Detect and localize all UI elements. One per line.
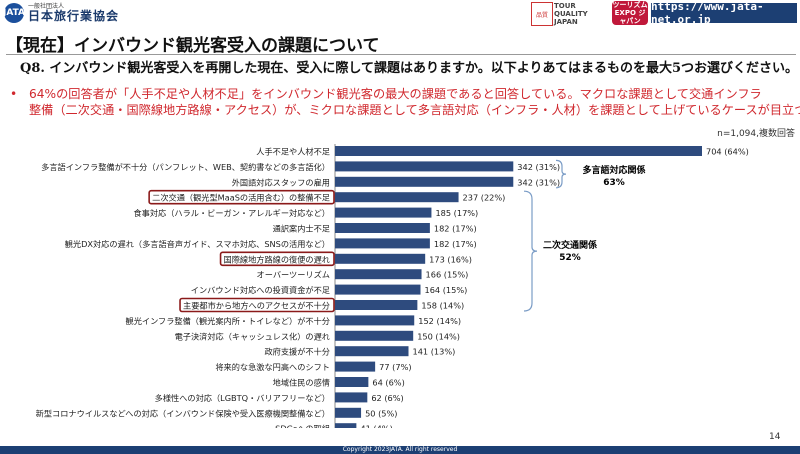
bullet-icon: • — [10, 87, 18, 101]
category-label: 新型コロナウイルスなどへの対応（インバウンド保険や受入医療機関整備など） — [36, 408, 330, 418]
title-divider — [6, 54, 796, 55]
value-label: 342 (31%) — [517, 162, 560, 172]
group-value-multilingual: 63% — [603, 178, 625, 188]
value-label: 182 (17%) — [434, 239, 477, 249]
summary-line-2: 整備（二次交通・国際線地方路線・アクセス）が、ミクロな課題として多言語対応（イン… — [29, 103, 800, 117]
sample-size-note: n=1,094,複数回答 — [717, 128, 795, 139]
category-label: 多言語インフラ整備が不十分（パンフレット、WEB、契約書などの多言語化） — [41, 162, 330, 172]
category-label: 主要都市から地方へのアクセスが不十分 — [183, 301, 330, 311]
highlight-box — [148, 189, 335, 205]
bar — [335, 330, 414, 341]
value-label: 342 (31%) — [517, 177, 560, 187]
bar — [335, 146, 702, 156]
bar — [335, 176, 514, 187]
category-label: 政府支援が不十分 — [264, 347, 330, 357]
copyright-footer: Copyright 2023JATA. All right reserved — [0, 446, 800, 454]
category-label: 地域住民の感情 — [273, 378, 330, 388]
value-label: 182 (17%) — [434, 224, 477, 234]
category-label: インバウンド対応への投資資金が不足 — [191, 285, 330, 295]
tourism-expo-badge: ツーリズム EXPO ジャパン — [612, 1, 648, 25]
category-label: 二次交通（観光型MaaSの活用含む）の整備不足 — [152, 193, 330, 203]
bar — [335, 207, 432, 218]
bar — [335, 192, 459, 203]
value-label: 77 (7%) — [379, 362, 411, 372]
bar — [335, 253, 426, 264]
category-label: 観光インフラ整備（観光案内所・トイレなど）が不十分 — [126, 316, 330, 326]
group-bracket-multilingual — [555, 159, 567, 189]
org-name: 日本旅行業協会 — [28, 9, 120, 23]
bar — [335, 161, 514, 172]
highlight-box — [219, 251, 335, 267]
bar — [335, 300, 418, 310]
site-url[interactable]: https://www.jata-net.or.jp — [651, 0, 797, 26]
category-label: 国際線地方路線の復便の遅れ — [224, 254, 330, 264]
bar — [335, 315, 415, 326]
category-label: 人手不足や人材不足 — [256, 147, 330, 157]
value-label: 64 (6%) — [372, 378, 404, 388]
group-bracket-transport — [523, 190, 538, 312]
value-label: 164 (15%) — [424, 285, 467, 295]
value-label: 158 (14%) — [421, 301, 464, 311]
logo-text: 一般社団法人 日本旅行業協会 — [28, 3, 120, 23]
org-subtitle: 一般社団法人 — [28, 3, 65, 10]
value-label: 185 (17%) — [435, 208, 478, 218]
group-label-multilingual: 多言語対応関係 — [582, 164, 645, 176]
value-label: 41 (4%) — [360, 424, 392, 428]
category-label: 観光DX対応の遅れ（多言語音声ガイド、スマホ対応、SNSの活用など） — [65, 239, 330, 249]
group-value-transport: 52% — [559, 253, 581, 263]
logo-mark-icon: JATA — [3, 3, 25, 23]
category-label: 電子決済対応（キャッシュレス化）の遅れ — [175, 331, 330, 341]
bar — [335, 407, 362, 418]
jata-logo[interactable]: JATA 一般社団法人 日本旅行業協会 — [3, 3, 120, 23]
category-label: 通訳案内士不足 — [273, 224, 330, 234]
bar — [335, 423, 357, 428]
category-label: 多様性への対応（LGBTQ・バリアフリーなど） — [155, 393, 330, 403]
summary-line-1: 64%の回答者が「人手不足や人材不足」をインバウンド観光客の最大の課題であると回… — [29, 87, 762, 101]
value-label: 141 (13%) — [413, 347, 456, 357]
value-label: 152 (14%) — [418, 316, 461, 326]
page-title: 【現在】インバウンド観光客受入の課題について — [6, 36, 380, 56]
quality-badge-icon: 品質 — [531, 2, 553, 26]
bar — [335, 269, 422, 280]
survey-question: Q8. インバウンド観光客受入を再開した現在、受入に際して課題はありますか。以下… — [20, 61, 799, 76]
value-label: 173 (16%) — [429, 254, 472, 264]
header: JATA 一般社団法人 日本旅行業協会 品質 TOUR QUALITY JAPA… — [0, 0, 800, 27]
value-label: 166 (15%) — [426, 270, 469, 280]
category-label: 外国語対応スタッフの雇用 — [232, 177, 330, 187]
bar — [335, 284, 421, 295]
bar — [335, 392, 368, 403]
value-label: 704 (64%) — [706, 147, 749, 157]
group-label-transport: 二次交通関係 — [543, 239, 597, 251]
value-label: 150 (14%) — [417, 331, 460, 341]
bar — [335, 223, 430, 233]
bar — [335, 377, 369, 387]
tour-quality-badge: TOUR QUALITY JAPAN — [554, 2, 588, 26]
value-label: 50 (5%) — [365, 408, 397, 418]
highlight-box — [179, 297, 335, 313]
category-label: オーバーツーリズム — [257, 270, 330, 280]
category-label: 食事対応（ハラル・ビーガン・アレルギー対応など） — [133, 208, 330, 218]
value-label: 237 (22%) — [463, 193, 506, 203]
page-number: 14 — [769, 432, 781, 442]
value-label: 62 (6%) — [371, 393, 403, 403]
category-label: SDGsへの取組 — [275, 424, 330, 428]
bar — [335, 361, 376, 372]
bar — [335, 238, 430, 249]
bar-chart: n=1,094,複数回答 人手不足や人材不足 704 (64%) 多言語インフラ整備… — [36, 128, 795, 428]
category-label: 将来的な急激な円高へのシフト — [215, 362, 330, 372]
bar — [335, 346, 409, 357]
